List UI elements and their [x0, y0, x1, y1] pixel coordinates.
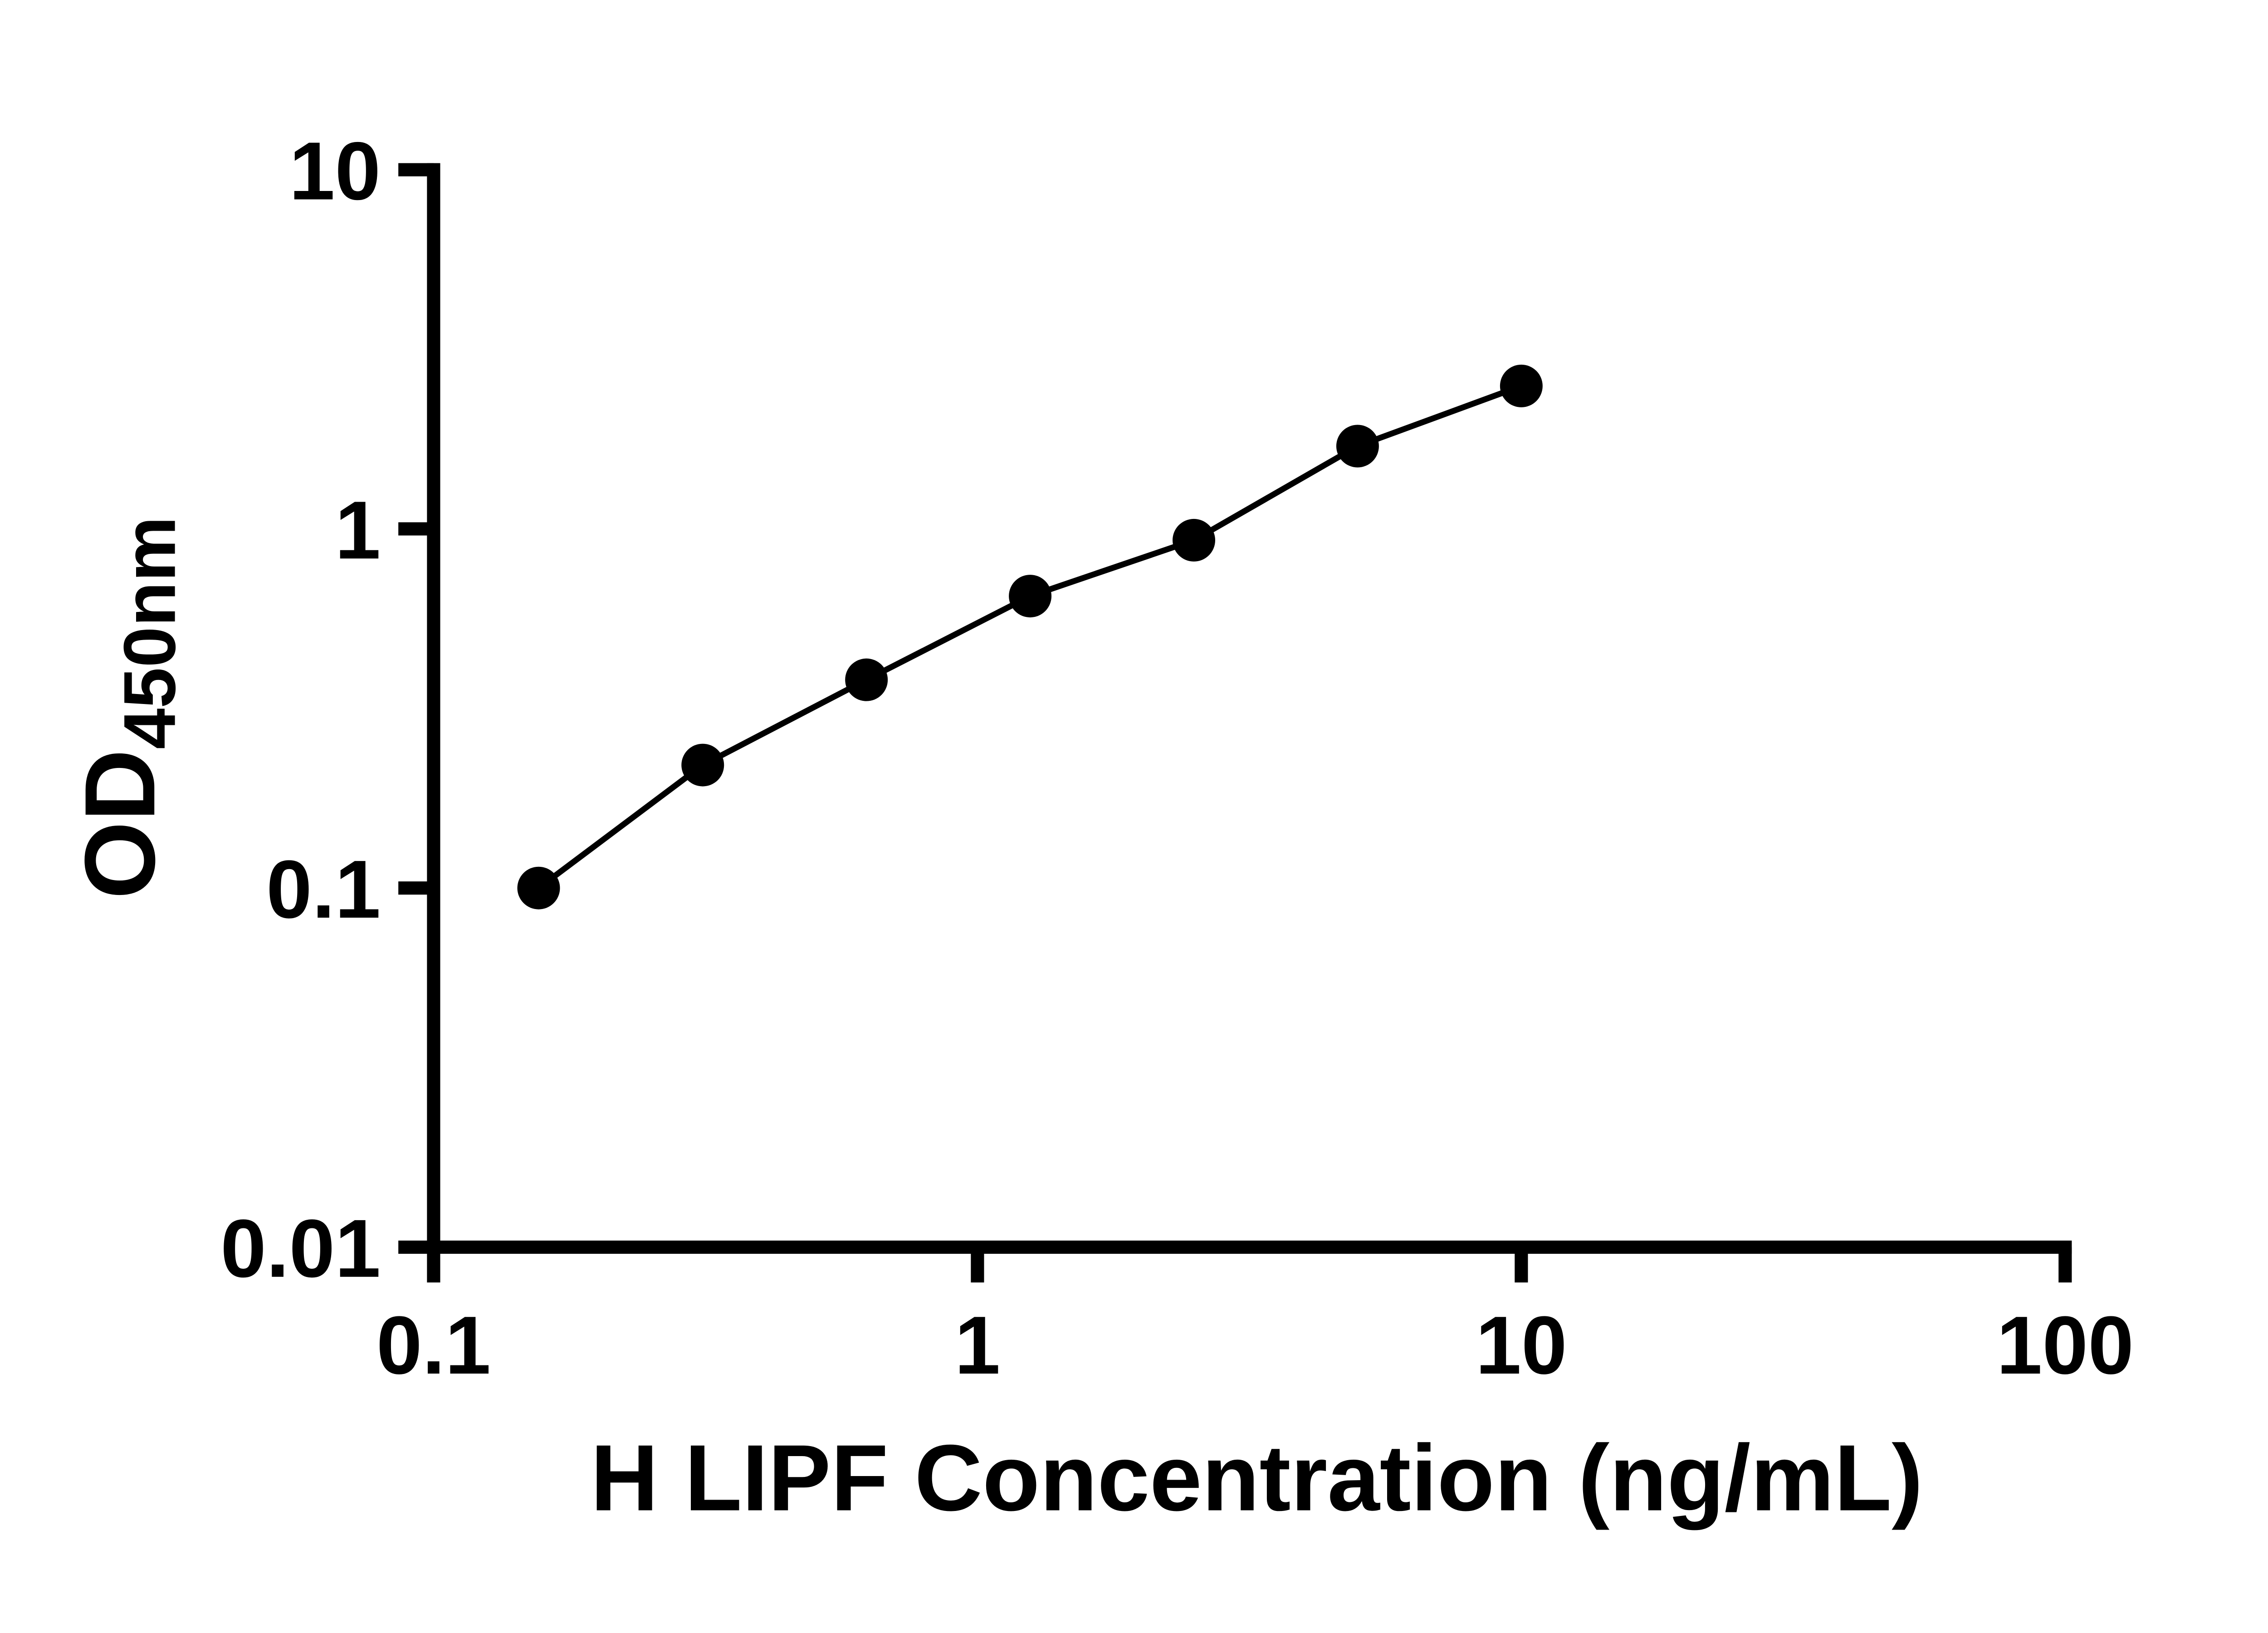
data-point [517, 866, 560, 909]
x-tick-label: 1 [954, 1300, 1000, 1391]
data-point [681, 743, 724, 787]
x-axis-title: H LIPF Concentration (ng/mL) [591, 1425, 1923, 1530]
x-tick-label: 100 [1996, 1300, 2134, 1391]
y-axis-title-main: OD [64, 749, 176, 900]
y-axis-title: OD450nm [64, 516, 191, 899]
series-layer [517, 364, 1543, 909]
data-point [1009, 575, 1052, 618]
data-point [845, 658, 888, 701]
y-axis-title-sub: 450nm [109, 516, 191, 749]
data-point [1500, 364, 1543, 407]
x-tick-label: 0.1 [376, 1300, 491, 1391]
data-point [1336, 425, 1379, 468]
x-tick-label: 10 [1476, 1300, 1567, 1391]
y-tick-label: 1 [335, 484, 381, 576]
curve-line [537, 383, 1523, 890]
data-point [1173, 518, 1215, 562]
y-tick-label: 0.1 [266, 844, 381, 935]
y-tick-label: 10 [289, 126, 381, 217]
y-tick-label: 0.01 [220, 1203, 381, 1295]
